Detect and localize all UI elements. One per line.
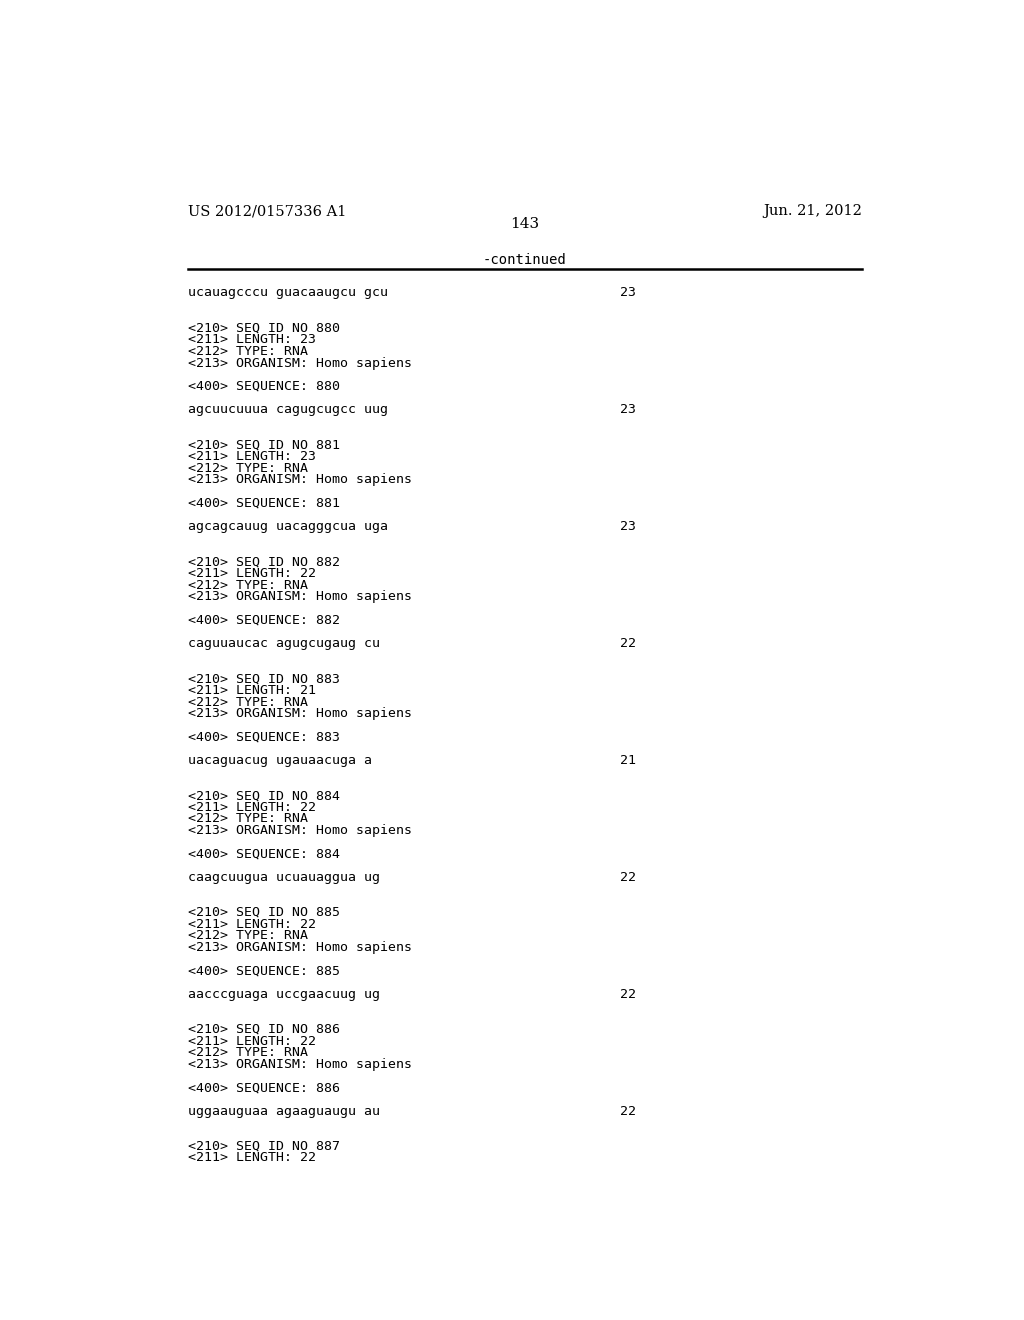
Text: <210> SEQ ID NO 885: <210> SEQ ID NO 885	[187, 906, 340, 919]
Text: caagcuugua ucuauaggua ug: caagcuugua ucuauaggua ug	[187, 871, 380, 884]
Text: <210> SEQ ID NO 881: <210> SEQ ID NO 881	[187, 438, 340, 451]
Text: <210> SEQ ID NO 883: <210> SEQ ID NO 883	[187, 672, 340, 685]
Text: <212> TYPE: RNA: <212> TYPE: RNA	[187, 696, 307, 709]
Text: <211> LENGTH: 23: <211> LENGTH: 23	[187, 450, 315, 463]
Text: -continued: -continued	[483, 253, 566, 267]
Text: aacccguaga uccgaacuug ug: aacccguaga uccgaacuug ug	[187, 987, 380, 1001]
Text: 21: 21	[620, 754, 636, 767]
Text: <213> ORGANISM: Homo sapiens: <213> ORGANISM: Homo sapiens	[187, 708, 412, 721]
Text: <211> LENGTH: 23: <211> LENGTH: 23	[187, 333, 315, 346]
Text: <210> SEQ ID NO 882: <210> SEQ ID NO 882	[187, 556, 340, 569]
Text: <212> TYPE: RNA: <212> TYPE: RNA	[187, 812, 307, 825]
Text: <213> ORGANISM: Homo sapiens: <213> ORGANISM: Homo sapiens	[187, 474, 412, 487]
Text: <400> SEQUENCE: 886: <400> SEQUENCE: 886	[187, 1081, 340, 1094]
Text: <212> TYPE: RNA: <212> TYPE: RNA	[187, 1047, 307, 1059]
Text: <400> SEQUENCE: 881: <400> SEQUENCE: 881	[187, 496, 340, 510]
Text: <211> LENGTH: 21: <211> LENGTH: 21	[187, 684, 315, 697]
Text: uggaauguaa agaaguaugu au: uggaauguaa agaaguaugu au	[187, 1105, 380, 1118]
Text: <400> SEQUENCE: 885: <400> SEQUENCE: 885	[187, 965, 340, 977]
Text: <210> SEQ ID NO 884: <210> SEQ ID NO 884	[187, 789, 340, 803]
Text: ucauagcccu guacaaugcu gcu: ucauagcccu guacaaugcu gcu	[187, 286, 387, 300]
Text: 23: 23	[620, 404, 636, 416]
Text: <210> SEQ ID NO 886: <210> SEQ ID NO 886	[187, 1023, 340, 1036]
Text: <212> TYPE: RNA: <212> TYPE: RNA	[187, 462, 307, 475]
Text: 22: 22	[620, 987, 636, 1001]
Text: <400> SEQUENCE: 883: <400> SEQUENCE: 883	[187, 731, 340, 743]
Text: <212> TYPE: RNA: <212> TYPE: RNA	[187, 345, 307, 358]
Text: <213> ORGANISM: Homo sapiens: <213> ORGANISM: Homo sapiens	[187, 941, 412, 954]
Text: <210> SEQ ID NO 887: <210> SEQ ID NO 887	[187, 1139, 340, 1152]
Text: <400> SEQUENCE: 884: <400> SEQUENCE: 884	[187, 847, 340, 861]
Text: <212> TYPE: RNA: <212> TYPE: RNA	[187, 929, 307, 942]
Text: <211> LENGTH: 22: <211> LENGTH: 22	[187, 1151, 315, 1164]
Text: caguuaucac agugcugaug cu: caguuaucac agugcugaug cu	[187, 638, 380, 651]
Text: agcagcauug uacagggcua uga: agcagcauug uacagggcua uga	[187, 520, 387, 533]
Text: 23: 23	[620, 520, 636, 533]
Text: <213> ORGANISM: Homo sapiens: <213> ORGANISM: Homo sapiens	[187, 356, 412, 370]
Text: agcuucuuua cagugcugcc uug: agcuucuuua cagugcugcc uug	[187, 404, 387, 416]
Text: <211> LENGTH: 22: <211> LENGTH: 22	[187, 801, 315, 813]
Text: Jun. 21, 2012: Jun. 21, 2012	[763, 205, 862, 218]
Text: <210> SEQ ID NO 880: <210> SEQ ID NO 880	[187, 322, 340, 334]
Text: 22: 22	[620, 638, 636, 651]
Text: US 2012/0157336 A1: US 2012/0157336 A1	[187, 205, 346, 218]
Text: 22: 22	[620, 1105, 636, 1118]
Text: <213> ORGANISM: Homo sapiens: <213> ORGANISM: Homo sapiens	[187, 1057, 412, 1071]
Text: <211> LENGTH: 22: <211> LENGTH: 22	[187, 1035, 315, 1048]
Text: <212> TYPE: RNA: <212> TYPE: RNA	[187, 578, 307, 591]
Text: <400> SEQUENCE: 882: <400> SEQUENCE: 882	[187, 614, 340, 627]
Text: 143: 143	[510, 218, 540, 231]
Text: 23: 23	[620, 286, 636, 300]
Text: uacaguacug ugauaacuga a: uacaguacug ugauaacuga a	[187, 754, 372, 767]
Text: 22: 22	[620, 871, 636, 884]
Text: <211> LENGTH: 22: <211> LENGTH: 22	[187, 568, 315, 579]
Text: <400> SEQUENCE: 880: <400> SEQUENCE: 880	[187, 380, 340, 393]
Text: <211> LENGTH: 22: <211> LENGTH: 22	[187, 917, 315, 931]
Text: <213> ORGANISM: Homo sapiens: <213> ORGANISM: Homo sapiens	[187, 824, 412, 837]
Text: <213> ORGANISM: Homo sapiens: <213> ORGANISM: Homo sapiens	[187, 590, 412, 603]
